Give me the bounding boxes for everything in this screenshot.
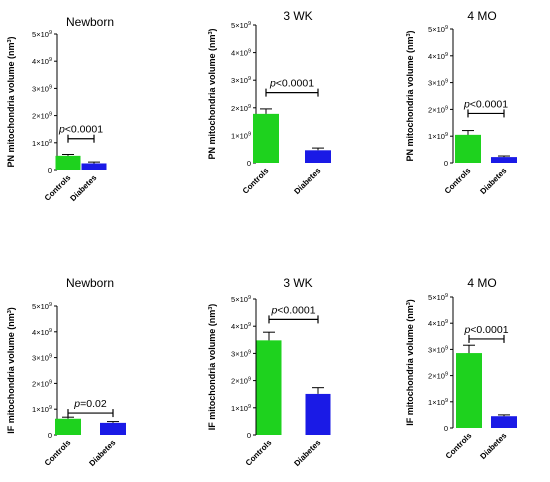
chart-title: 4 MO [467,276,496,290]
y-tick-label: 5×109 [428,293,448,302]
chart-panel-3: 4 MO 0 1×109 2×109 3×109 4×109 5×109 PN mitocho… [405,9,517,196]
x-category-label: Diabetes [87,438,117,468]
chart-title: Newborn [66,276,114,290]
y-tick-label: 2×109 [32,112,52,121]
y-tick-label: 2×109 [428,372,448,381]
bar-diabetes [305,393,331,435]
p-value-label: p<0.0001 [58,124,103,136]
y-tick-label: 4×109 [231,49,251,58]
p-value-label: p<0.0001 [269,78,314,90]
y-tick-label: 5×109 [231,295,251,304]
x-category-label: Diabetes [292,438,322,468]
y-tick-label: 1×109 [428,398,448,407]
chart-title: 3 WK [283,276,312,290]
bar-diabetes [81,163,107,170]
bar-controls [253,113,279,163]
y-tick-label: 1×109 [231,404,251,413]
bar-diabetes [491,157,517,163]
x-category-label: Controls [43,438,73,468]
chart-panel-6: 4 MO 0 1×109 2×109 3×109 4×109 5×109 IF mitocho… [405,276,517,461]
x-category-label: Controls [444,431,474,461]
p-value-label: p<0.0001 [463,324,508,336]
chart-title: 4 MO [467,9,496,23]
chart-panel-2: 3 WK 0 1×109 2×109 3×109 4×109 5×109 PN mitocho… [207,9,331,196]
x-category-label: Diabetes [478,431,508,461]
y-tick-label: 0 [444,424,448,433]
y-tick-label: 3×109 [428,345,448,354]
x-category-label: Controls [244,438,274,468]
y-tick-label: 3×109 [231,349,251,358]
y-tick-label: 4×109 [231,322,251,331]
y-tick-label: 4×109 [428,319,448,328]
y-axis-label: PN mitochondria volume (nm3) [6,36,16,167]
bar-controls [55,155,81,170]
y-tick-label: 1×109 [32,405,52,414]
y-tick-label: 2×109 [32,379,52,388]
y-tick-label: 5×109 [231,21,251,30]
y-tick-label: 5×109 [32,302,52,311]
bar-diabetes [491,416,517,428]
x-category-label: Controls [241,166,271,196]
bar-controls [456,353,482,428]
y-axis-label: PN mitochondria volume (nm3) [405,30,415,161]
chart-title: 3 WK [283,9,312,23]
y-tick-label: 2×109 [231,377,251,386]
y-tick-label: 5×109 [32,30,52,39]
y-tick-label: 0 [444,159,448,168]
y-tick-label: 3×109 [231,76,251,85]
chart-panel-4: Newborn 0 1×109 2×109 3×109 4×109 5×109 IF mito… [6,276,126,468]
y-tick-label: 4×109 [32,57,52,66]
x-category-label: Controls [43,173,73,203]
bar-controls [256,340,282,435]
y-tick-label: 5×109 [428,25,448,34]
y-tick-label: 1×109 [32,139,52,148]
x-category-label: Diabetes [292,166,322,196]
y-axis-label: IF mitochondria volume (nm3) [6,307,16,434]
y-tick-label: 3×109 [32,84,52,93]
bar-controls [455,134,481,163]
y-tick-label: 4×109 [428,52,448,61]
y-tick-label: 1×109 [231,131,251,140]
p-value-label: p=0.02 [73,398,107,410]
y-tick-label: 2×109 [231,104,251,113]
chart-panel-5: 3 WK 0 1×109 2×109 3×109 4×109 5×109 IF mitocho… [207,276,331,468]
bar-diabetes [100,422,126,435]
y-tick-label: 4×109 [32,328,52,337]
y-axis-label: PN mitochondria volume (nm3) [207,28,217,159]
y-tick-label: 0 [48,166,52,175]
y-axis-label: IF mitochondria volume (nm3) [405,299,415,426]
p-value-label: p<0.0001 [463,98,508,110]
y-axis-label: IF mitochondria volume (nm3) [207,304,217,431]
y-tick-label: 0 [247,431,251,440]
y-tick-label: 0 [247,159,251,168]
p-value-label: p<0.0001 [270,304,315,316]
y-tick-label: 3×109 [32,354,52,363]
y-tick-label: 3×109 [428,79,448,88]
y-tick-label: 1×109 [428,132,448,141]
bar-controls [55,418,81,435]
chart-title: Newborn [66,15,114,29]
bar-diabetes [305,150,331,163]
x-category-label: Diabetes [478,166,508,196]
chart-panel-1: Newborn 0 1×109 2×109 3×109 4×109 5×109 PN mito… [6,15,114,203]
y-tick-label: 0 [48,431,52,440]
y-tick-label: 2×109 [428,105,448,114]
x-category-label: Controls [443,166,473,196]
x-category-label: Diabetes [68,173,98,203]
